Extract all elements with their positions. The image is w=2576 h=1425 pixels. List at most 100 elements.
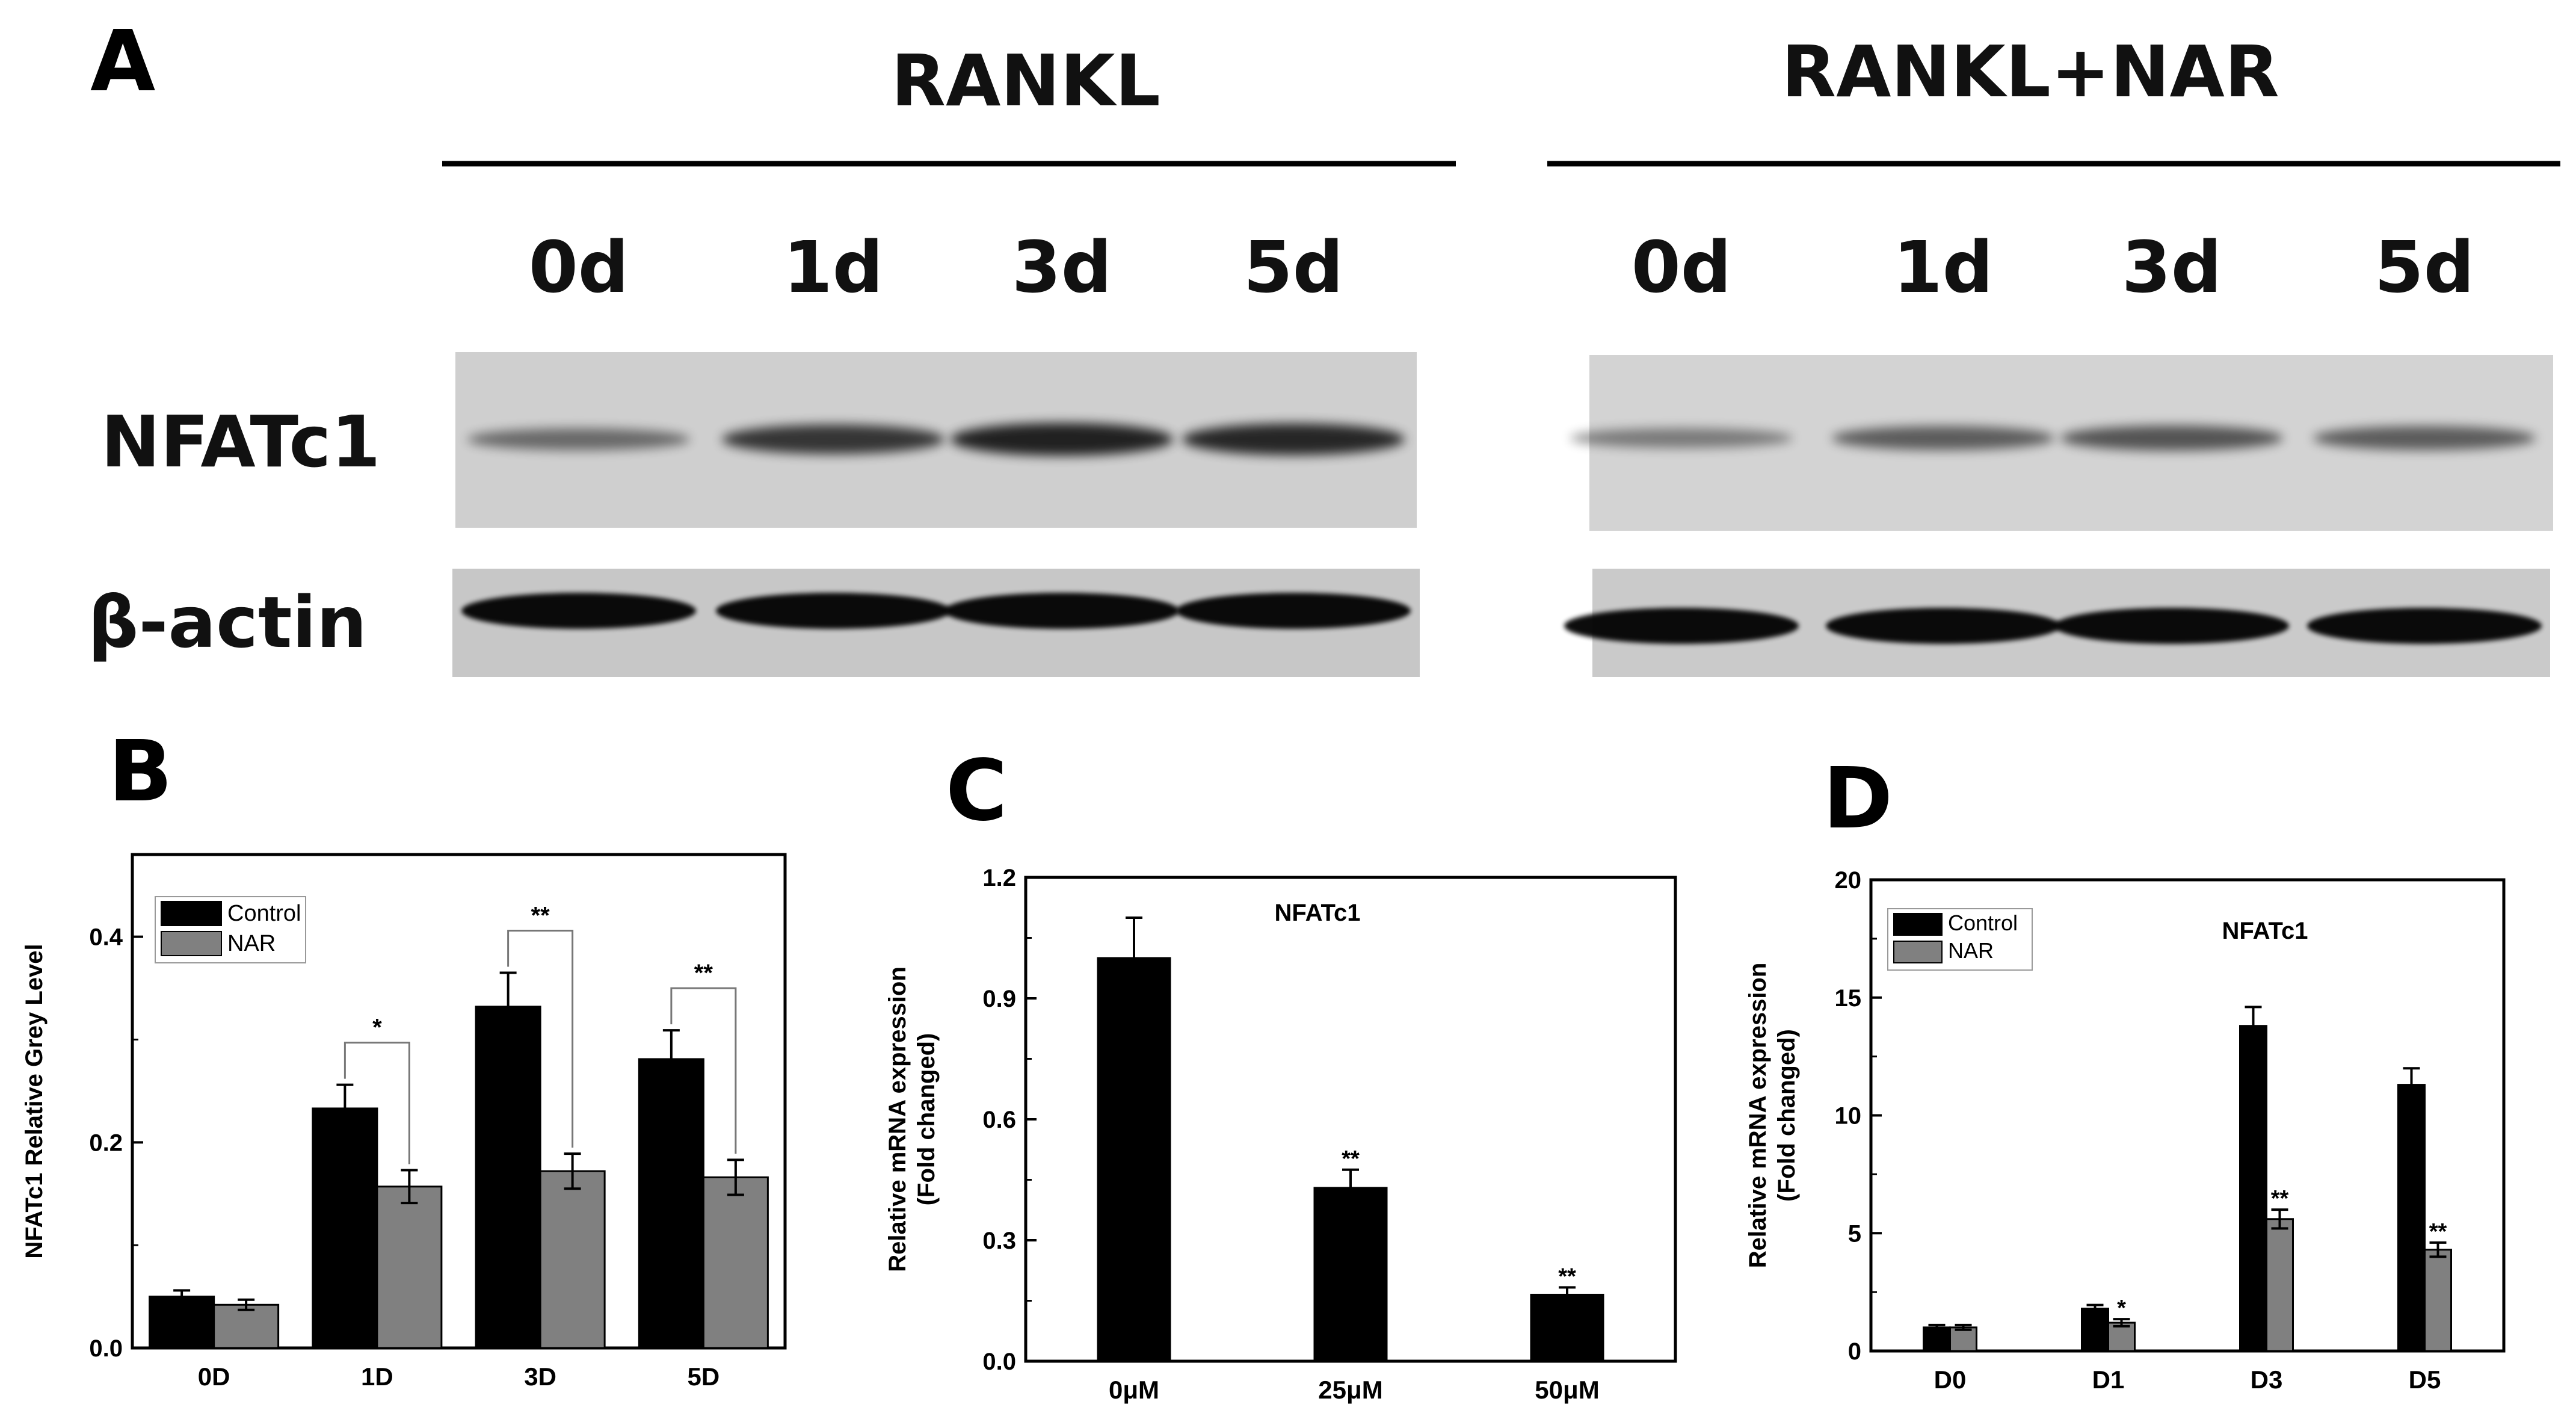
row-label-beta-actin: β-actin — [88, 581, 367, 664]
plot-frame — [131, 853, 787, 1350]
lane-label: 1d — [1893, 226, 1994, 309]
panel-d-letter: D — [1823, 750, 1893, 848]
bar — [213, 1303, 280, 1349]
bar — [475, 1006, 541, 1349]
y-axis-label: NFATc1 Relative Grey Level — [21, 944, 48, 1258]
panel-a-letter: A — [90, 13, 155, 111]
bar — [149, 1296, 215, 1349]
bar — [539, 1170, 606, 1349]
lane-label: 0d — [1632, 226, 1732, 309]
lane-label: 0d — [529, 226, 629, 309]
x-tick-label: 50μM — [1535, 1376, 1599, 1404]
significance-bracket — [344, 1042, 410, 1164]
panel-b-letter: B — [108, 723, 173, 821]
y-tick-label: 0.0 — [89, 1335, 123, 1362]
legend-swatch — [1893, 941, 1943, 963]
x-tick-label: 1D — [361, 1362, 393, 1391]
significance-bracket — [670, 987, 737, 1154]
y-axis-label: (Fold changed) — [913, 1033, 940, 1206]
lane-label: 1d — [783, 226, 884, 309]
blot-rankl-beta-actin — [452, 569, 1420, 677]
lane-labels: 0d 1d 3d 5d 0d 1d 3d 5d — [529, 226, 2475, 309]
actin-band — [461, 593, 696, 629]
legend-entry: NAR — [227, 931, 276, 956]
actin-band — [1564, 608, 1799, 644]
bar — [702, 1176, 769, 1349]
actin-band — [2054, 608, 2289, 644]
panel-c: C 0.0 0.3 0.6 0.9 1.2 0μM 25μM ** 50μM ** NFATc1 Re… — [884, 742, 1677, 1404]
group-header-rankl: RANKL — [891, 39, 1160, 122]
chart-d: 0 5 10 15 20 D0 D1 * D3 ** D5 ** NFATc1 Relative mRNA… — [1745, 867, 2506, 1394]
legend-swatch — [161, 901, 222, 926]
blot-rankl-nfatc1 — [455, 352, 1417, 528]
significance-marker: ** — [1558, 1264, 1576, 1289]
x-tick-label: 0μM — [1109, 1376, 1159, 1404]
x-tick-label: 5D — [688, 1362, 720, 1391]
bar — [2081, 1308, 2109, 1352]
lane-label: 5d — [1243, 226, 1344, 309]
blot-rankl-nar-beta-actin — [1564, 569, 2550, 677]
actin-band — [1176, 593, 1411, 629]
actin-band — [1826, 608, 2060, 644]
nfatc1-band — [951, 422, 1173, 456]
x-tick-label: 3D — [524, 1362, 556, 1391]
actin-band — [944, 593, 1179, 629]
significance-bracket — [507, 929, 574, 1148]
bar — [1313, 1187, 1388, 1362]
bar — [2424, 1249, 2452, 1352]
nfatc1-band — [1570, 428, 1793, 448]
chart-title: NFATc1 — [1275, 900, 1361, 926]
x-tick-label: 25μM — [1318, 1376, 1382, 1404]
chart-c: 0.0 0.3 0.6 0.9 1.2 0μM 25μM ** 50μM ** NFATc1 Rela… — [884, 865, 1677, 1404]
y-tick-label: 0.4 — [89, 924, 123, 951]
lane-label: 3d — [2122, 226, 2222, 309]
significance-marker: ** — [1342, 1146, 1360, 1172]
bar — [376, 1185, 443, 1349]
y-tick-label: 0.2 — [89, 1130, 123, 1156]
y-axis-label: Relative mRNA expression — [884, 966, 911, 1272]
panel-a: A RANKL RANKL+NAR 0d 1d 3d 5d 0d 1d 3d 5d NFATc… — [88, 13, 2560, 677]
significance-marker: ** — [531, 902, 550, 929]
x-tick-label: D3 — [2251, 1365, 2283, 1394]
chart-b: 0.0 0.2 0.4 0D 1D * 3D ** 5D ** NFATc1 Relative Gr… — [21, 853, 787, 1391]
legend-swatch — [1893, 913, 1943, 936]
x-tick-label: 0D — [198, 1362, 230, 1391]
bar — [638, 1058, 704, 1349]
bar — [2397, 1084, 2426, 1352]
nfatc1-band — [722, 424, 944, 454]
x-tick-label: D5 — [2409, 1365, 2441, 1394]
actin-band — [2307, 608, 2542, 644]
lane-label: 3d — [1012, 226, 1112, 309]
group-header-rankl-nar: RANKL+NAR — [1781, 30, 2279, 113]
bar — [1097, 957, 1171, 1362]
lane-label: 5d — [2374, 226, 2475, 309]
y-tick-label: 15 — [1835, 985, 1862, 1012]
significance-marker: * — [372, 1015, 382, 1041]
y-axis-label: Relative mRNA expression — [1745, 963, 1771, 1269]
y-tick-label: 0.3 — [982, 1228, 1016, 1254]
legend-entry: Control — [227, 901, 301, 926]
nfatc1-band — [1182, 423, 1405, 456]
y-tick-label: 20 — [1835, 867, 1862, 894]
bar — [1923, 1326, 1951, 1352]
panel-b: B 0.0 0.2 0.4 0D 1D * 3D ** 5D ** NFATc1 Relative … — [21, 723, 787, 1391]
bar — [2239, 1025, 2267, 1352]
actin-band — [716, 593, 951, 629]
y-axis-label: (Fold changed) — [1773, 1029, 1800, 1202]
nfatc1-band — [2060, 425, 2283, 451]
nfatc1-band — [1832, 425, 2054, 451]
significance-marker: ** — [694, 960, 713, 986]
y-tick-label: 5 — [1848, 1220, 1861, 1247]
legend-entry: NAR — [1948, 938, 1994, 963]
panel-d: D 0 5 10 15 20 D0 D1 * D3 ** D5 ** NFATc1 Relative mR… — [1745, 750, 2506, 1394]
x-tick-label: D0 — [1934, 1365, 1967, 1394]
bar — [2266, 1218, 2294, 1352]
nfatc1-band — [467, 428, 690, 451]
bar — [1530, 1293, 1604, 1362]
x-tick-label: D1 — [2092, 1365, 2125, 1394]
y-tick-label: 0 — [1848, 1338, 1861, 1365]
bar — [312, 1107, 378, 1349]
blot-rankl-nar-nfatc1 — [1570, 355, 2553, 531]
y-tick-label: 10 — [1835, 1103, 1862, 1130]
